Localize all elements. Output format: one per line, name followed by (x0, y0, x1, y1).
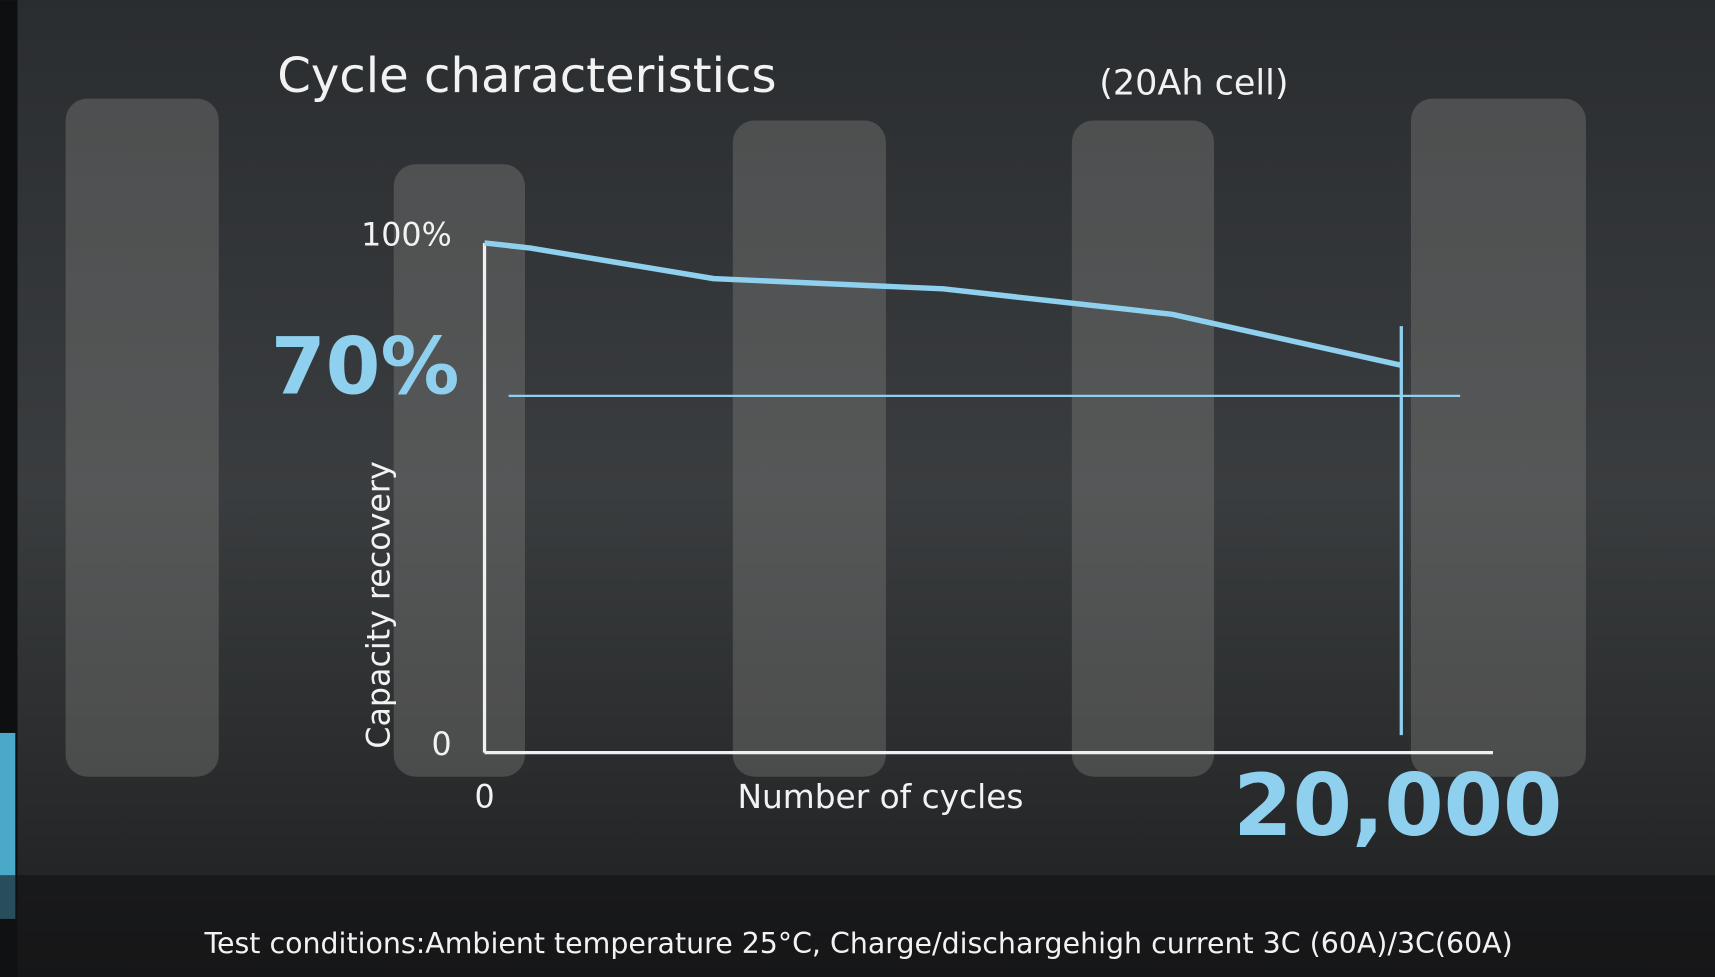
chart-title: Cycle characteristics (277, 48, 776, 104)
footer-band (0, 875, 1715, 977)
chart-subtitle: (20Ah cell) (1099, 63, 1288, 103)
highlight-label-x: 20,000 (1233, 757, 1562, 856)
data-line (484, 240, 1402, 368)
y-tick-label: 100% (361, 217, 452, 253)
x-tick-label: 0 (474, 780, 494, 816)
highlight-label-y: 70% (271, 320, 460, 412)
background-texture (65, 98, 1586, 777)
footnote: Test conditions:Ambient temperature 25°C… (203, 927, 1512, 960)
left-edge (0, 0, 18, 977)
y-axis-label: Capacity recovery (362, 461, 398, 748)
left-accent (0, 732, 16, 919)
y-tick-label: 0 (432, 727, 452, 763)
x-axis-label: Number of cycles (737, 778, 1023, 816)
